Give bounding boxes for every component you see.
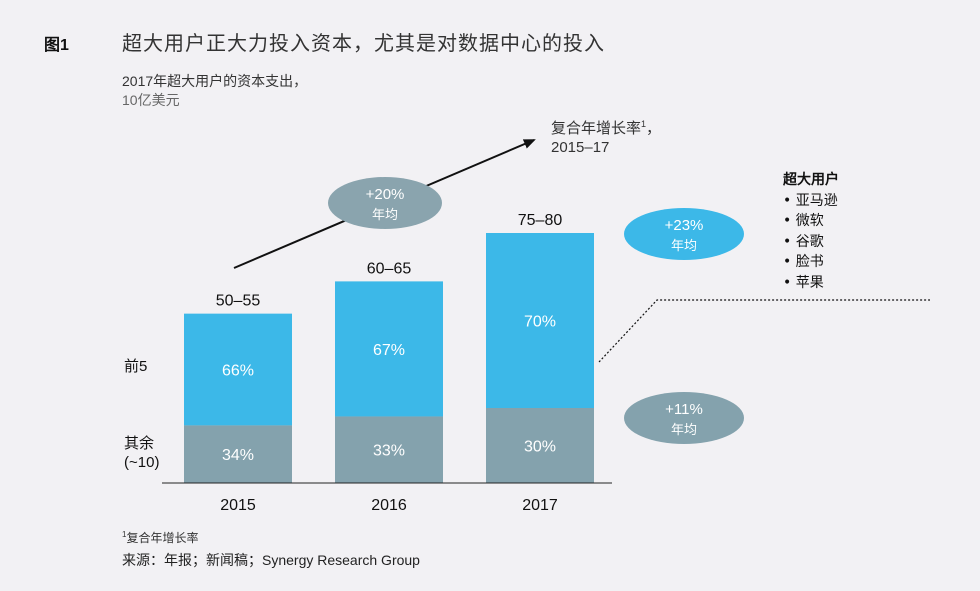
cagr-header-label: 复合年增长率 (551, 120, 642, 137)
bar-top5-2015 (184, 313, 292, 426)
bar-top5-label-2015: 66% (222, 363, 254, 380)
subtitle-unit: 10亿美元 (122, 92, 180, 108)
row-label-others: 其余 (~10) (124, 434, 159, 472)
hyperscaler-list-title: 超大用户 (783, 172, 839, 188)
bar-total-label-2016: 60–65 (367, 260, 412, 277)
bar-total-label-2017: 75–80 (518, 212, 563, 229)
bar-others-2017 (486, 408, 594, 483)
bar-others-label-2017: 30% (524, 439, 556, 456)
row-label-others-line1: 其余 (124, 435, 155, 452)
top5-callout-line (598, 299, 930, 363)
bar-top5-label-2017: 70% (524, 314, 556, 331)
hyperscaler-item: • 谷歌 (783, 233, 824, 250)
cagr-header-suffix: ， (646, 120, 662, 137)
x-tick-label-2015: 2015 (220, 497, 256, 514)
bar-group-2015: 66% 34% 50–55 2015 (184, 293, 292, 514)
cagr-header-sup: 1 (641, 119, 647, 129)
bar-others-label-2016: 33% (373, 443, 405, 460)
hyperscaler-item: • 微软 (783, 213, 824, 229)
bar-others-2015 (184, 425, 292, 483)
bar-group-2017: 70% 30% 75–80 2017 (486, 212, 594, 514)
cagr-header-period: 2015–17 (551, 139, 610, 156)
others-cagr-label: 年均 (671, 423, 697, 438)
bar-group-2016: 67% 33% 60–65 2016 (335, 260, 443, 514)
hyperscaler-item: • 亚马逊 (783, 192, 838, 209)
footnote-sup: 1 (122, 530, 127, 539)
bar-top5-2017 (486, 233, 594, 408)
total-cagr-ellipse (328, 177, 442, 229)
total-cagr-label: 年均 (372, 208, 398, 223)
footnote-text: 复合年增长率 (126, 531, 199, 545)
subtitle-line1: 2017年超大用户的资本支出， (122, 73, 308, 89)
row-label-top5: 前5 (124, 358, 148, 375)
bar-others-2016 (335, 416, 443, 483)
footnote: 1复合年增长率 (122, 529, 198, 546)
total-cagr-badge: +20% 年均 (328, 177, 442, 229)
figure-label: 图1 (44, 37, 69, 54)
chart-subtitle: 2017年超大用户的资本支出， 10亿美元 (122, 72, 307, 110)
top5-cagr-label: 年均 (671, 239, 697, 254)
cagr-header: 复合年增长率1， 2015–17 (551, 115, 661, 157)
top5-cagr-value: +23% (665, 217, 704, 234)
others-cagr-ellipse (624, 392, 744, 444)
chart-title: 超大用户正大力投入资本，尤其是对数据中心的投入 (122, 31, 605, 55)
total-cagr-value: +20% (366, 186, 405, 203)
source-note: 来源：年报；新闻稿；Synergy Research Group (122, 552, 420, 568)
hyperscaler-list: 超大用户 • 亚马逊 • 微软 • 谷歌 • 脸书 • 苹果 (783, 170, 839, 293)
hyperscaler-item: • 苹果 (783, 274, 824, 291)
x-tick-label-2017: 2017 (522, 497, 558, 514)
bar-others-label-2015: 34% (222, 447, 254, 464)
others-cagr-badge: +11% 年均 (624, 392, 744, 444)
x-tick-label-2016: 2016 (371, 497, 407, 514)
bar-top5-label-2016: 67% (373, 342, 405, 359)
bars-layer: 66% 34% 50–55 2015 67% 33% 60–65 2016 70% 30% 75–8… (184, 212, 594, 514)
bar-total-label-2015: 50–55 (216, 293, 261, 310)
others-cagr-value: +11% (665, 401, 703, 418)
row-label-others-line2: (~10) (124, 454, 160, 471)
bar-top5-2016 (335, 281, 443, 417)
hyperscaler-item: • 脸书 (783, 254, 824, 270)
top5-cagr-badge: +23% 年均 (624, 208, 744, 260)
top5-cagr-ellipse (624, 208, 744, 260)
